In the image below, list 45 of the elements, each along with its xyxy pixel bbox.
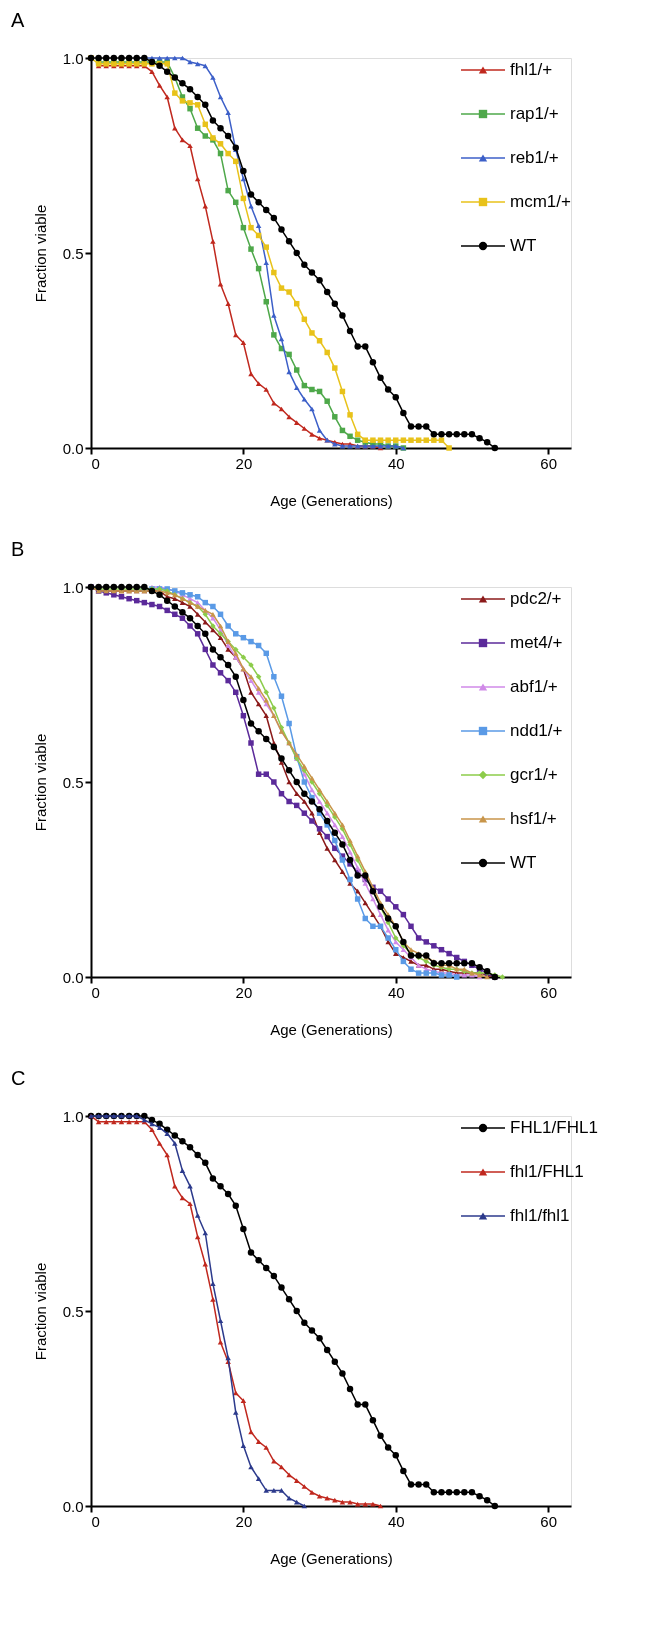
y-axis-title: Fraction viable (31, 733, 49, 832)
y-tick-label: 1.0 (62, 578, 84, 596)
chart-title: C (11, 1067, 26, 1089)
x-tick-label: 0 (91, 454, 100, 472)
legend-label: gcr1/+ (510, 765, 558, 784)
legend-label: reb1/+ (510, 148, 559, 167)
x-tick-label: 40 (387, 983, 405, 1001)
legend-label: abf1/+ (510, 677, 558, 696)
legend-label: fhl1/fhl1 (510, 1206, 570, 1225)
x-tick-label: 60 (540, 454, 557, 472)
x-tick-label: 20 (235, 1512, 253, 1530)
y-tick-label: 0.5 (62, 773, 84, 791)
y-axis-title: Fraction viable (31, 204, 49, 303)
legend-label: WT (510, 853, 537, 872)
x-tick-label: 0 (91, 1512, 100, 1530)
y-tick-label: 1.0 (62, 1107, 84, 1125)
chart-title: B (11, 538, 25, 560)
y-tick-label: 0.0 (62, 968, 84, 986)
legend-label: pdc2/+ (510, 589, 562, 608)
legend-label: rap1/+ (510, 104, 559, 123)
x-tick-label: 60 (540, 1512, 557, 1530)
legend-label: ndd1/+ (510, 721, 563, 740)
x-axis-title: Age (Generations) (270, 491, 393, 509)
y-tick-label: 0.5 (62, 244, 84, 262)
y-tick-label: 0.0 (62, 439, 84, 457)
legend-label: met4/+ (510, 633, 563, 652)
x-axis-title: Age (Generations) (270, 1020, 393, 1038)
legend-label: WT (510, 236, 537, 255)
legend-label: FHL1/FHL1 (510, 1118, 598, 1137)
y-tick-label: 1.0 (62, 49, 84, 67)
x-tick-label: 0 (91, 983, 100, 1001)
legend-label: fhl1/FHL1 (510, 1162, 584, 1181)
y-tick-label: 0.5 (62, 1302, 84, 1320)
legend-label: mcm1/+ (510, 192, 571, 211)
y-tick-label: 0.0 (62, 1497, 84, 1515)
chart-title: A (11, 9, 25, 31)
x-axis-title: Age (Generations) (270, 1549, 393, 1567)
x-tick-label: 20 (235, 983, 253, 1001)
legend-label: hsf1/+ (510, 809, 557, 828)
y-axis-title: Fraction viable (31, 1262, 49, 1361)
legend-label: fhl1/+ (510, 60, 553, 79)
x-tick-label: 60 (540, 983, 557, 1001)
x-tick-label: 40 (387, 1512, 405, 1530)
x-tick-label: 20 (235, 454, 253, 472)
x-tick-label: 40 (387, 454, 405, 472)
